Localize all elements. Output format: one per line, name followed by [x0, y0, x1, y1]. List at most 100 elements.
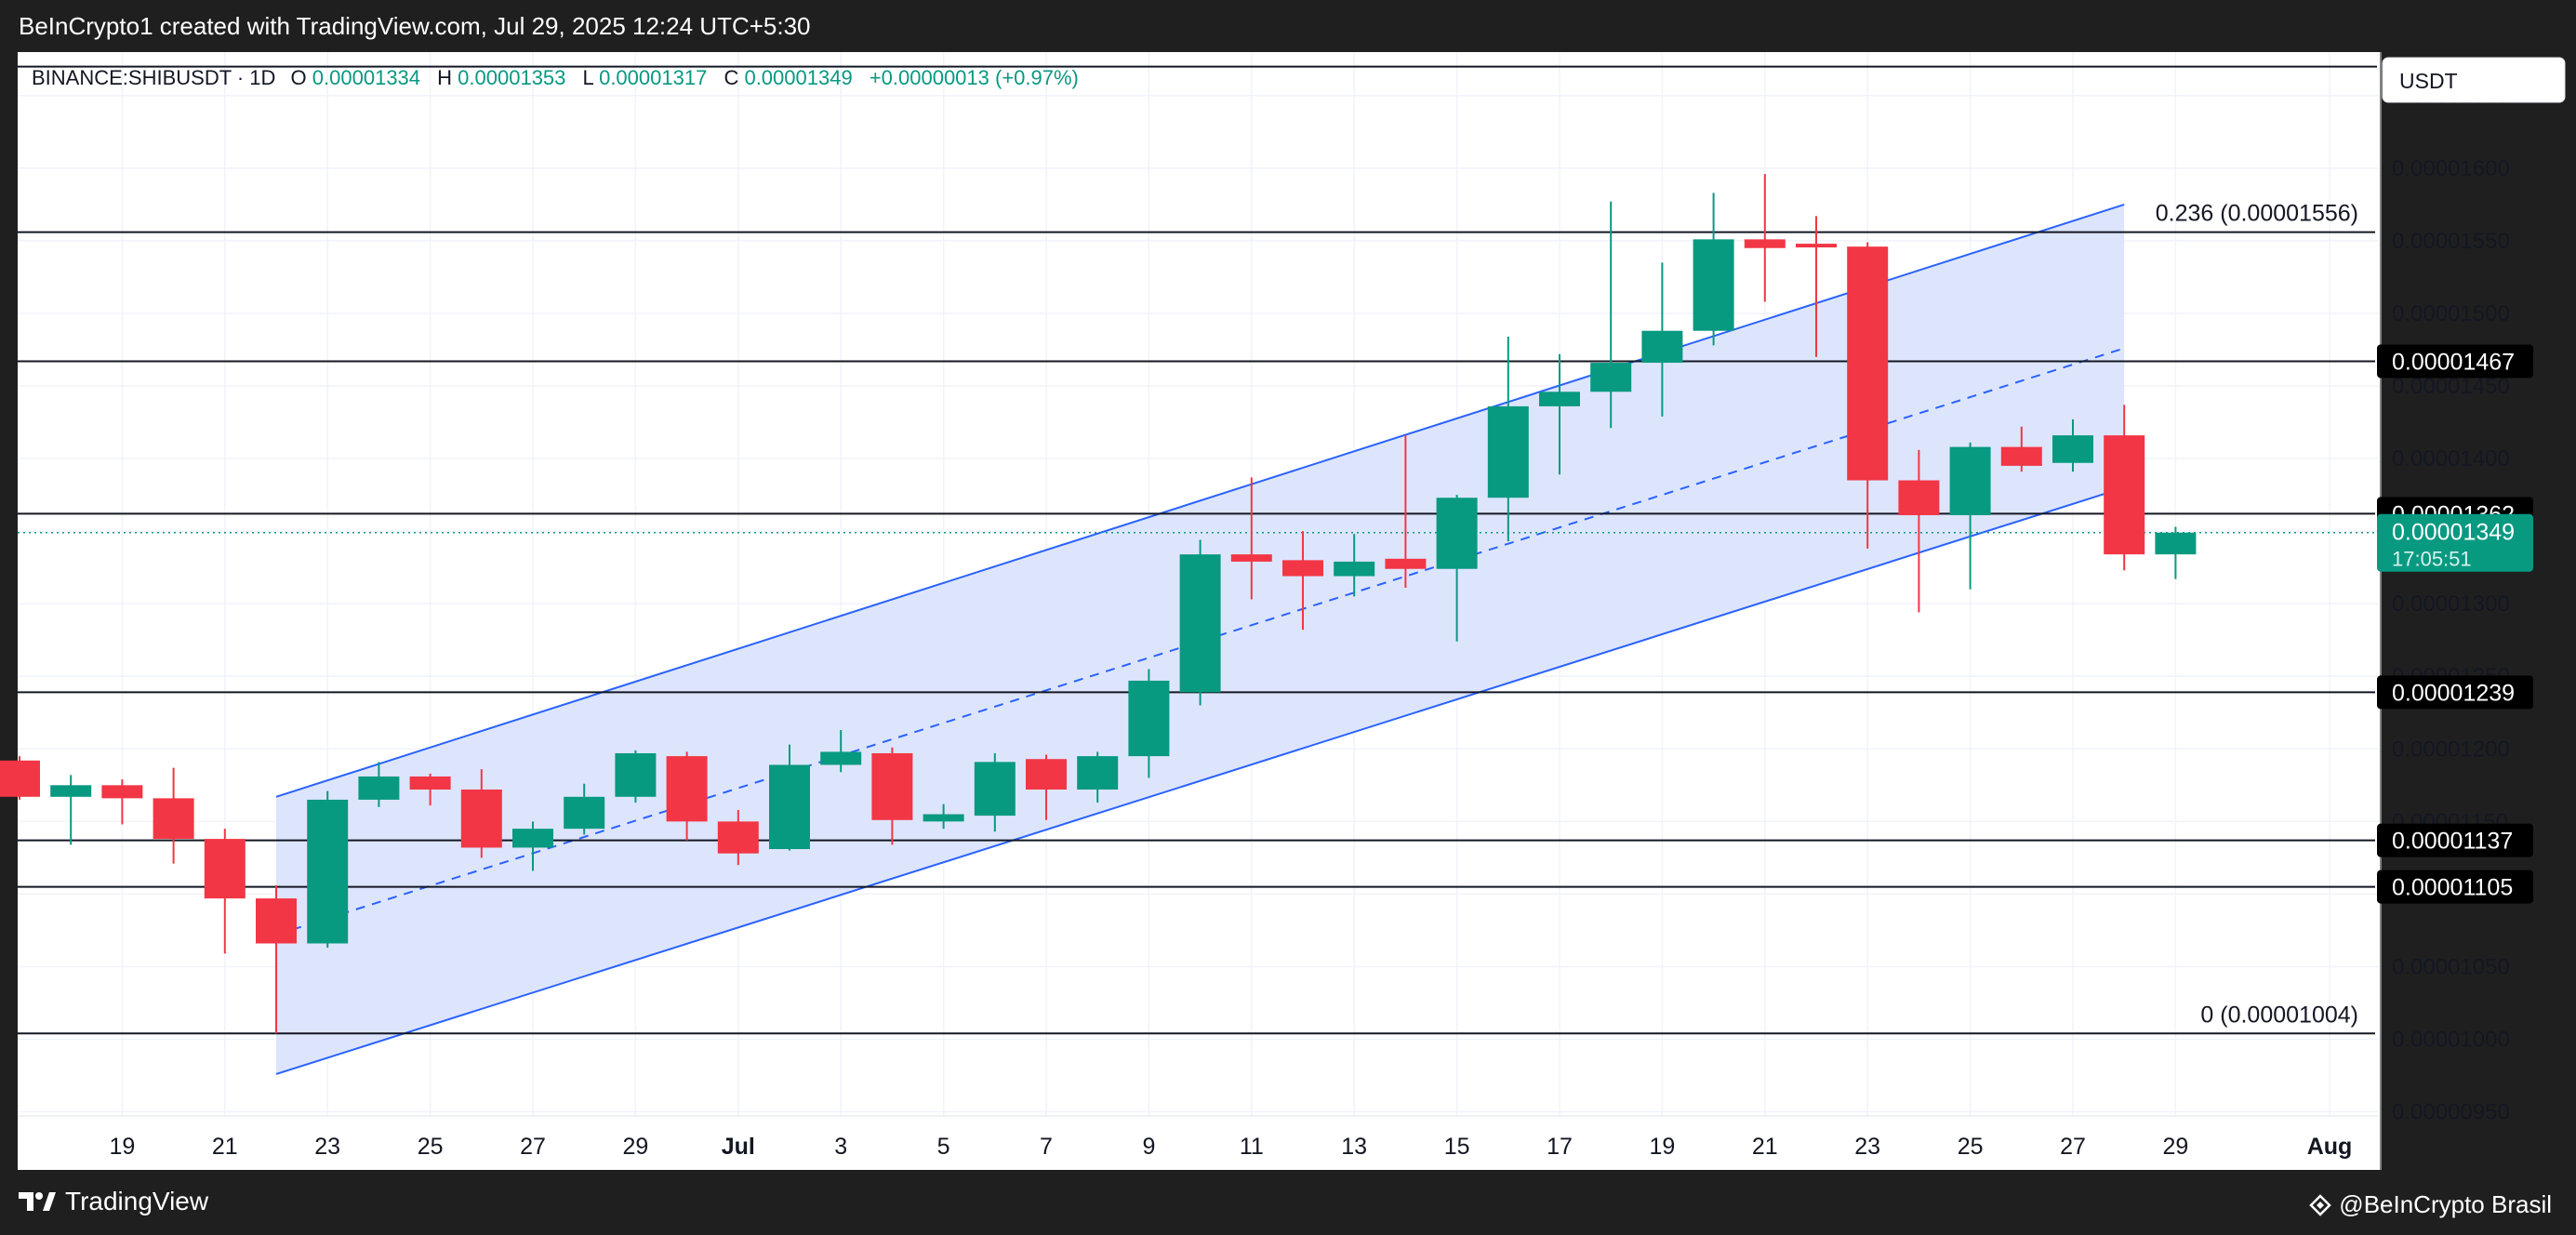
candle[interactable]: [409, 773, 451, 806]
candle-body[interactable]: [1179, 554, 1221, 693]
candle[interactable]: [1077, 751, 1119, 803]
candle-body[interactable]: [769, 764, 810, 850]
candle-body[interactable]: [1487, 405, 1529, 498]
candle[interactable]: [615, 750, 657, 803]
credit-text: BeInCrypto1 created with TradingView.com…: [19, 12, 811, 40]
candle-body[interactable]: [2104, 435, 2145, 555]
candle[interactable]: [1847, 242, 1889, 549]
candle[interactable]: [512, 821, 553, 871]
level-price-tag: 0.00001467: [2377, 344, 2533, 378]
candle[interactable]: [358, 762, 400, 807]
candle-body[interactable]: [974, 762, 1016, 817]
candle-body[interactable]: [1026, 759, 1067, 790]
candle-body[interactable]: [50, 785, 92, 797]
candle[interactable]: [1949, 442, 1991, 590]
candle[interactable]: [1796, 216, 1837, 357]
candle[interactable]: [204, 829, 246, 954]
currency-button[interactable]: USDT: [2382, 57, 2566, 103]
candle-body[interactable]: [512, 829, 553, 848]
candle-body[interactable]: [204, 839, 246, 899]
candle[interactable]: [2000, 426, 2042, 472]
candle[interactable]: [1179, 539, 1221, 706]
candle[interactable]: [564, 783, 605, 835]
candle-body[interactable]: [923, 814, 964, 822]
candle-body[interactable]: [2000, 446, 2042, 466]
candle-body[interactable]: [2052, 435, 2093, 463]
candle[interactable]: [0, 756, 40, 800]
candle[interactable]: [1282, 531, 1323, 631]
candle[interactable]: [1898, 449, 1940, 613]
y-tick-label: 0.00001200: [2392, 737, 2510, 762]
candle[interactable]: [1026, 754, 1067, 820]
candle-body[interactable]: [1744, 239, 1786, 248]
candle[interactable]: [50, 775, 92, 845]
x-tick-label: 9: [1142, 1134, 1155, 1160]
candle[interactable]: [923, 803, 964, 830]
candle-body[interactable]: [256, 898, 297, 944]
currency-button-bg[interactable]: [2382, 57, 2566, 103]
candle-body[interactable]: [101, 785, 143, 799]
symbol-info: BINANCE:SHIBUSDT · 1D O 0.00001334 H 0.0…: [32, 66, 1079, 89]
candle-body[interactable]: [1641, 330, 1683, 364]
candle[interactable]: [974, 752, 1016, 832]
candle-body[interactable]: [1590, 363, 1632, 392]
candle-body[interactable]: [1128, 680, 1170, 757]
candle-body[interactable]: [1539, 392, 1580, 406]
candle[interactable]: [460, 769, 502, 858]
candle-body[interactable]: [871, 752, 913, 820]
candle[interactable]: [1744, 174, 1786, 302]
candle-body[interactable]: [153, 798, 194, 840]
candle[interactable]: [1436, 495, 1478, 642]
candle[interactable]: [101, 779, 143, 825]
candle[interactable]: [1230, 477, 1272, 600]
level-tag-bg: [2377, 823, 2533, 857]
candle-body[interactable]: [1796, 244, 1837, 248]
candle[interactable]: [1487, 336, 1529, 542]
candle[interactable]: [871, 747, 913, 845]
candle-body[interactable]: [1282, 560, 1323, 577]
candle-body[interactable]: [358, 776, 400, 800]
candle[interactable]: [717, 809, 759, 866]
channel-median-line: [275, 347, 2125, 936]
candle[interactable]: [256, 885, 297, 1034]
candle[interactable]: [1693, 193, 1734, 346]
candle[interactable]: [2155, 526, 2197, 579]
candle[interactable]: [1128, 669, 1170, 778]
candle[interactable]: [2104, 405, 2145, 571]
candle[interactable]: [769, 744, 810, 851]
tradingview-logo[interactable]: TradingView: [19, 1187, 208, 1216]
candle-body[interactable]: [1230, 554, 1272, 562]
countdown-timer: 17:05:51: [2392, 548, 2472, 571]
candle-body[interactable]: [717, 821, 759, 854]
candle-body[interactable]: [1847, 246, 1889, 481]
candle[interactable]: [1385, 435, 1427, 589]
candle-body[interactable]: [1385, 558, 1427, 569]
candle-body[interactable]: [307, 799, 349, 944]
candle-body[interactable]: [409, 776, 451, 790]
candle[interactable]: [2052, 418, 2093, 472]
candle[interactable]: [820, 730, 862, 773]
x-tick-label: 27: [2060, 1134, 2086, 1160]
candle[interactable]: [1334, 534, 1375, 597]
candle[interactable]: [153, 767, 194, 864]
candle-body[interactable]: [1898, 480, 1940, 515]
candle[interactable]: [307, 790, 349, 949]
candle-body[interactable]: [460, 790, 502, 848]
x-tick-label: 19: [1649, 1134, 1675, 1160]
candle-body[interactable]: [1693, 239, 1734, 331]
candle[interactable]: [666, 751, 708, 841]
candle[interactable]: [1539, 353, 1580, 475]
candle-body[interactable]: [2155, 532, 2197, 555]
candle-body[interactable]: [820, 751, 862, 765]
candle-body[interactable]: [1949, 446, 1991, 515]
candle-body[interactable]: [0, 760, 40, 797]
candle[interactable]: [1590, 201, 1632, 429]
candle-body[interactable]: [1077, 756, 1119, 790]
candle-body[interactable]: [1334, 561, 1375, 577]
candle-body[interactable]: [615, 752, 657, 797]
candle-body[interactable]: [1436, 498, 1478, 569]
candle[interactable]: [1641, 262, 1683, 417]
candle-body[interactable]: [564, 796, 605, 830]
candle-body[interactable]: [666, 756, 708, 822]
